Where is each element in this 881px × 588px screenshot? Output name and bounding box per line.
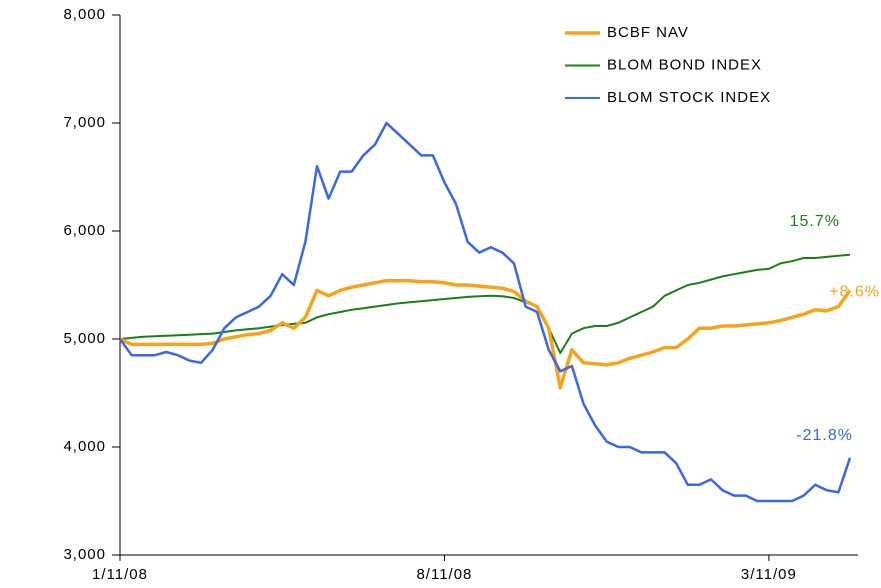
x-tick-label: 1/11/08 bbox=[92, 566, 148, 583]
y-tick-label: 6,000 bbox=[63, 222, 106, 239]
y-tick-label: 8,000 bbox=[63, 6, 106, 23]
legend-label: BLOM STOCK INDEX bbox=[607, 89, 771, 106]
annotation: -21.8% bbox=[796, 427, 853, 444]
series-line bbox=[119, 253, 851, 354]
legend-label: BCBF NAV bbox=[607, 24, 689, 41]
annotation: +8.6% bbox=[829, 284, 880, 301]
y-tick-label: 7,000 bbox=[63, 114, 106, 131]
x-tick-label: 3/11/09 bbox=[741, 566, 797, 583]
series-line bbox=[119, 278, 852, 390]
series-line bbox=[118, 121, 852, 503]
x-tick-label: 8/11/08 bbox=[416, 566, 472, 583]
y-tick-label: 5,000 bbox=[63, 330, 106, 347]
legend-label: BLOM BOND INDEX bbox=[607, 56, 762, 73]
y-tick-label: 4,000 bbox=[63, 438, 106, 455]
y-tick-label: 3,000 bbox=[63, 546, 106, 563]
annotation: 15.7% bbox=[790, 213, 840, 230]
